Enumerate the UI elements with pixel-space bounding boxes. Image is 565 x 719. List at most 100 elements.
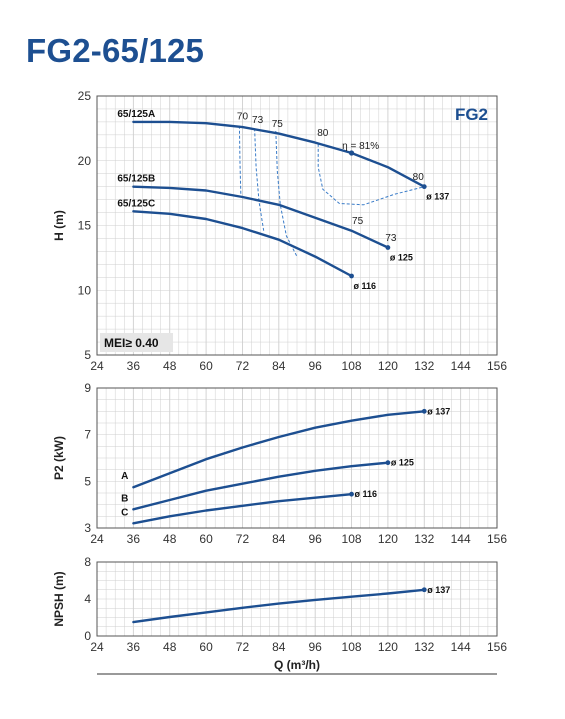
npsh-x-tick-label: 72	[236, 640, 250, 654]
head-x-tick-label: 84	[272, 359, 286, 373]
power-curve-end-point	[385, 460, 391, 466]
npsh-curve-end-point	[421, 587, 427, 593]
efficiency-line-70	[238, 125, 242, 198]
efficiency-label: 75	[272, 119, 284, 130]
head-curve-label: 65/125A	[117, 109, 155, 120]
npsh-x-tick-label: 144	[451, 640, 471, 654]
npsh-x-tick-label: 120	[378, 640, 398, 654]
chart-title: FG2-65/125	[26, 32, 205, 69]
power-curve-C	[132, 493, 353, 525]
power-panel: 24 36 48 60 72 84 96 108 120 132 144 156 3 5 7 9 P2 (kW)…	[52, 381, 507, 546]
power-y-tick-label: 9	[84, 381, 91, 395]
power-x-tick-label: 36	[127, 532, 141, 546]
power-y-tick-label: 7	[84, 428, 91, 442]
npsh-y-axis-label: NPSH (m)	[52, 571, 66, 626]
head-x-tick-label: 36	[127, 359, 141, 373]
head-panel: 24 36 48 60 72 84 96 108 120 132 144 156 5 10 15 20 25 H …	[52, 89, 507, 373]
power-curve-label: A	[121, 471, 128, 482]
power-curve-end-point	[421, 408, 427, 414]
head-x-tick-label: 120	[378, 359, 398, 373]
head-x-tick-label: 72	[236, 359, 250, 373]
power-x-tick-label: 84	[272, 532, 286, 546]
head-diameter-label: ø 116	[354, 281, 377, 291]
power-x-tick-label: 48	[163, 532, 177, 546]
head-x-tick-label: 108	[342, 359, 362, 373]
efficiency-label: 80	[413, 172, 425, 183]
npsh-diameter-label: ø 137	[427, 585, 450, 595]
head-y-tick-label: 15	[78, 219, 92, 233]
power-y-tick-label: 5	[84, 474, 91, 488]
power-curve-end-point	[349, 491, 354, 497]
power-curve-label: B	[121, 493, 128, 504]
npsh-x-axis-label: Q (m³/h)	[274, 658, 320, 672]
efficiency-line-80	[317, 143, 425, 206]
head-x-tick-label: 60	[199, 359, 213, 373]
npsh-frame	[96, 561, 498, 637]
efficiency-label: 70	[237, 111, 249, 122]
power-x-tick-label: 156	[487, 532, 507, 546]
efficiency-label: 80	[317, 128, 329, 139]
head-x-tick-label: 24	[90, 359, 104, 373]
efficiency-label: η = 81%	[342, 141, 379, 152]
npsh-x-tick-label: 36	[127, 640, 141, 654]
power-x-tick-label: 120	[378, 532, 398, 546]
npsh-x-tick-label: 84	[272, 640, 286, 654]
efficiency-line-73	[254, 128, 265, 231]
head-y-tick-label: 10	[78, 283, 92, 297]
efficiency-label: 75	[352, 216, 364, 227]
head-x-tick-label: 144	[451, 359, 471, 373]
power-x-tick-label: 72	[236, 532, 250, 546]
head-x-tick-label: 156	[487, 359, 507, 373]
head-y-tick-label: 5	[84, 348, 91, 362]
power-curve-A	[132, 410, 426, 489]
head-y-axis-label: H (m)	[52, 210, 66, 241]
power-x-tick-label: 24	[90, 532, 104, 546]
npsh-x-tick-label: 60	[199, 640, 213, 654]
npsh-x-tick-label: 96	[309, 640, 323, 654]
head-y-tick-label: 25	[78, 89, 92, 103]
head-curve-end-point	[421, 184, 427, 190]
head-x-tick-label: 132	[414, 359, 434, 373]
mei-badge-background	[100, 333, 173, 352]
npsh-y-tick-label: 0	[84, 629, 91, 643]
power-x-tick-label: 108	[342, 532, 362, 546]
npsh-curve-series	[132, 588, 426, 624]
npsh-y-tick-label: 4	[84, 592, 91, 606]
family-label: FG2	[455, 105, 488, 124]
head-curve-65/125A	[132, 120, 426, 188]
power-y-tick-label: 3	[84, 521, 91, 535]
head-x-tick-label: 96	[309, 359, 323, 373]
mei-badge-text: MEI≥ 0.40	[104, 336, 159, 350]
head-diameter-label: ø 125	[390, 253, 413, 263]
head-y-tick-label: 20	[78, 154, 92, 168]
best-efficiency-point	[348, 150, 355, 156]
npsh-x-tick-label: 48	[163, 640, 177, 654]
head-diameter-label: ø 137	[426, 192, 449, 202]
head-x-tick-label: 48	[163, 359, 177, 373]
power-x-tick-label: 144	[451, 532, 471, 546]
npsh-x-tick-label: 24	[90, 640, 104, 654]
power-curve-label: C	[121, 507, 128, 518]
power-diameter-label: ø 125	[391, 458, 414, 468]
npsh-x-tick-label: 156	[487, 640, 507, 654]
power-x-tick-label: 96	[309, 532, 323, 546]
head-curve-65/125B	[132, 185, 390, 249]
efficiency-label: 73	[385, 233, 397, 244]
npsh-x-tick-label: 132	[414, 640, 434, 654]
efficiency-label: 73	[252, 115, 264, 126]
head-frame	[96, 95, 498, 356]
npsh-x-tick-label: 108	[342, 640, 362, 654]
power-x-tick-label: 60	[199, 532, 213, 546]
head-curve-end-point	[349, 273, 354, 279]
efficiency-line-75	[275, 130, 298, 257]
power-diameter-label: ø 137	[427, 406, 450, 416]
head-curve-label: 65/125C	[117, 198, 155, 209]
head-curve-end-point	[385, 245, 391, 250]
power-diameter-label: ø 116	[355, 489, 378, 499]
power-x-tick-label: 132	[414, 532, 434, 546]
npsh-y-tick-label: 8	[84, 555, 91, 569]
head-curve-65/125C	[132, 210, 353, 278]
power-frame	[96, 387, 498, 529]
